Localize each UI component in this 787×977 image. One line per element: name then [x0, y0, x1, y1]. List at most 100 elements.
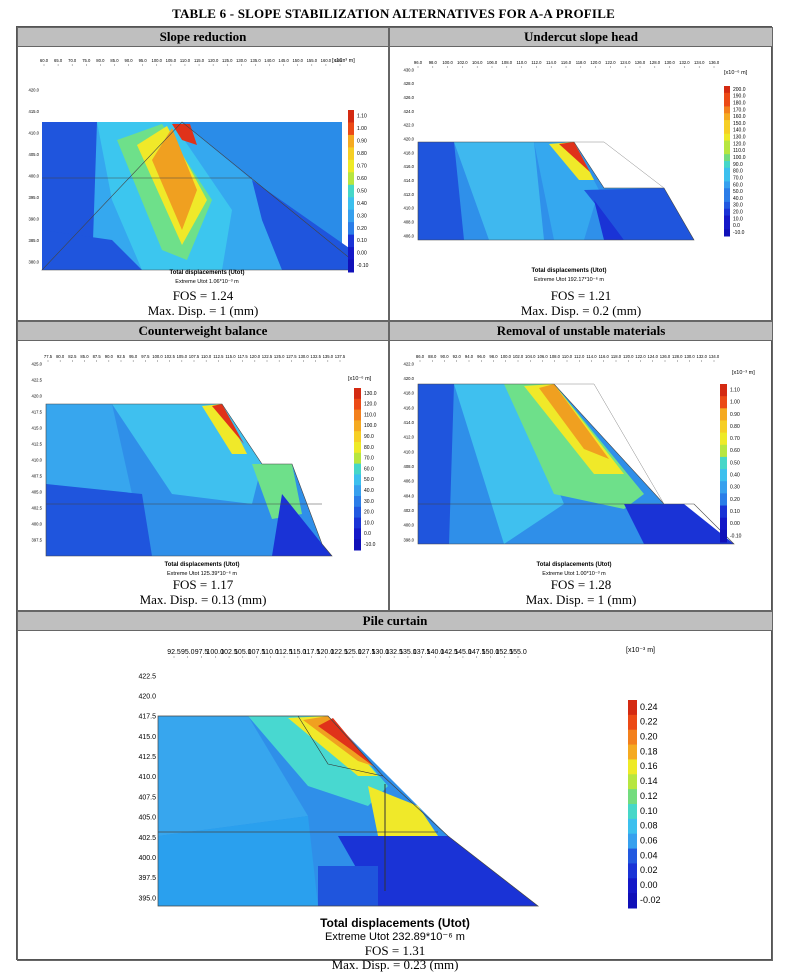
legend-swatch — [720, 384, 727, 397]
alternatives-table: Slope reduction 60.0 65.0 70.0 75.0 80 — [16, 26, 773, 972]
unit-label: [x10⁻³ m] — [332, 58, 355, 64]
x-tick-label: 100.0 — [152, 58, 163, 63]
x-tick-label: 114.0 — [586, 354, 597, 359]
legend-swatch — [720, 469, 727, 482]
x-tick-label: 130.0 — [684, 354, 695, 359]
legend-label: 0.0 — [364, 531, 371, 537]
legend-swatch — [348, 197, 354, 211]
legend-swatch — [354, 517, 361, 529]
legend-swatch — [720, 517, 727, 531]
legend-label: 0.50 — [730, 460, 740, 466]
displacement-plot: 92.5 95.0 97.5 100.0 102.5 105.0 107.5 110.0 112… — [118, 636, 678, 916]
legend-label: 110.0 — [364, 412, 376, 418]
legend-label: 0.00 — [640, 880, 658, 890]
x-tick-label: 85.0 — [80, 354, 89, 359]
y-tick-label: 400.0 — [32, 521, 43, 526]
legend-swatch — [724, 126, 730, 135]
legend-label: 150.0 — [733, 121, 746, 127]
x-tick-label: 96.0 — [414, 60, 423, 65]
legend-swatch — [724, 147, 730, 155]
legend-swatch — [354, 388, 361, 400]
x-tick-label: 134.0 — [709, 354, 720, 359]
legend-label: 1.00 — [730, 400, 740, 406]
y-tick-label: 410.0 — [29, 130, 40, 135]
legend-swatch — [724, 201, 730, 210]
y-tick-label: 415.0 — [32, 425, 43, 430]
legend-swatch — [724, 161, 730, 169]
legend-swatch — [724, 222, 730, 230]
y-tick-label: 422.0 — [404, 123, 415, 128]
unit-label: [x10⁻³ m] — [732, 370, 755, 376]
legend-label: 0.10 — [730, 509, 740, 515]
x-tick-label: 126.0 — [635, 60, 646, 65]
y-tick-label: 407.5 — [138, 794, 156, 801]
legend: 1.10 1.00 0.90 0.80 0.70 0.60 0.50 0.40 0.30 0.20… — [720, 384, 742, 543]
plot-caption: Total displacements (Utot) — [320, 916, 470, 930]
x-tick-label: 120.0 — [250, 354, 261, 359]
plot-subcaption: Extreme Utot 125.39*10⁻⁶ m — [167, 570, 237, 577]
legend-label: -0.10 — [357, 263, 369, 269]
legend-label: 140.0 — [733, 128, 746, 134]
legend-label: 50.0 — [733, 189, 743, 195]
legend-swatch — [628, 804, 637, 820]
legend-label: 0.06 — [640, 835, 658, 845]
legend-label: 0.12 — [640, 791, 658, 801]
legend: 130.0 120.0 110.0 100.0 90.0 80.0 70.0 60.0 50.0… — [354, 388, 377, 551]
legend: 1.10 1.00 0.90 0.80 0.70 0.60 0.50 0.40 0.30 0.20… — [348, 110, 369, 273]
legend-swatch — [354, 452, 361, 465]
legend-label: 0.30 — [730, 485, 740, 491]
x-tick-label: 150.0 — [292, 58, 303, 63]
max-displacement: Max. Disp. = 0.13 (mm) — [139, 592, 267, 607]
x-tick-label: 110.0 — [180, 58, 191, 63]
x-tick-label: 152.5 — [495, 649, 513, 656]
legend-swatch — [354, 442, 361, 454]
legend-label: 90.0 — [733, 162, 743, 168]
x-tick-label: 100.0 — [152, 354, 163, 359]
x-tick-label: 130.0 — [664, 60, 675, 65]
y-tick-label: 407.5 — [32, 473, 43, 478]
displacement-plot: 60.0 65.0 70.0 75.0 80.0 85.0 90.0 95.0 100.0 105… — [22, 50, 384, 290]
x-tick-label: 110.0 — [201, 354, 212, 359]
legend-swatch — [724, 106, 730, 114]
legend-label: 0.40 — [730, 473, 740, 479]
x-tick-label: 137.5 — [413, 649, 431, 656]
y-axis-ticks: 422.0 420.0 418.0 416.0 414.0 412.0 410.0 408.0… — [404, 361, 415, 542]
legend-swatch — [724, 120, 730, 128]
legend-swatch — [724, 208, 730, 217]
y-tick-label: 417.5 — [32, 409, 43, 414]
x-tick-label: 140.0 — [264, 58, 275, 63]
x-tick-label: 117.5 — [303, 649, 320, 656]
displacement-plot: 96.0 98.0 100.0 102.0 104.0 106.0 108.0 110.0 11… — [394, 50, 768, 290]
fos-value: FOS = 1.31 — [364, 943, 426, 958]
x-tick-label: 160.0 — [321, 58, 332, 63]
x-tick-label: 134.0 — [694, 60, 705, 65]
legend-swatch — [720, 420, 727, 434]
contour-fill — [158, 716, 538, 906]
legend-label: 0.18 — [640, 746, 658, 756]
y-tick-label: 400.0 — [29, 173, 40, 178]
x-tick-label: 165.0 — [335, 58, 346, 63]
legend-swatch — [720, 396, 727, 409]
x-tick-label: 118.0 — [611, 354, 622, 359]
x-tick-label: 90.0 — [124, 58, 133, 63]
y-tick-label: 420.0 — [32, 393, 43, 398]
x-tick-label: 104.0 — [472, 60, 483, 65]
legend-label: 60.0 — [733, 182, 743, 188]
y-tick-label: 422.5 — [138, 673, 156, 680]
y-tick-label: 400.0 — [404, 523, 415, 528]
x-tick-label: 145.0 — [278, 58, 289, 63]
legend-label: 0.0 — [733, 223, 740, 229]
x-tick-label: 88.0 — [428, 354, 437, 359]
legend-label: 0.00 — [730, 521, 740, 527]
legend-swatch — [628, 848, 637, 864]
y-tick-label: 402.5 — [138, 835, 156, 842]
y-tick-label: 430.0 — [404, 67, 415, 72]
legend-swatch — [354, 463, 361, 475]
x-tick-label: 105.0 — [234, 649, 252, 656]
legend-swatch — [348, 184, 354, 198]
plot-caption: Total displacements (Utot) — [170, 270, 245, 276]
y-tick-label: 418.0 — [404, 391, 415, 396]
x-tick-label: 132.5 — [310, 354, 321, 359]
legend-swatch — [724, 99, 730, 107]
legend-label: 60.0 — [364, 466, 374, 472]
